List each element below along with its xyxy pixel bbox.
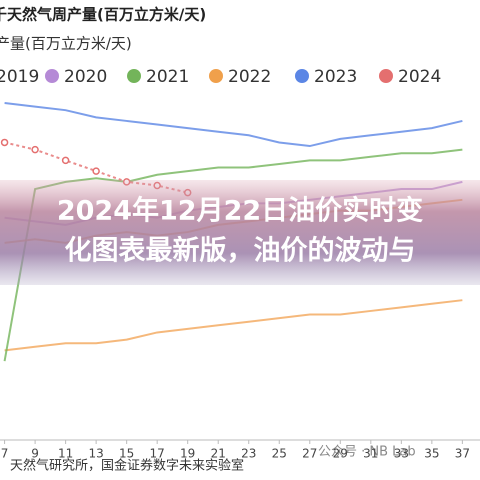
x-tick-label: 31 bbox=[363, 447, 378, 461]
series-line bbox=[4, 102, 463, 148]
legend-label: 2021 bbox=[146, 67, 189, 87]
watermark: 公众号 · NB Lab bbox=[318, 445, 416, 460]
x-tick-label: 23 bbox=[241, 447, 256, 461]
x-tick-label: 11 bbox=[58, 447, 73, 461]
series-point bbox=[61, 156, 70, 165]
source: 天然气研究所，国金证券数字未来实验室 bbox=[10, 458, 244, 474]
x-tick-label: 19 bbox=[180, 447, 195, 461]
series-point bbox=[92, 167, 100, 175]
x-tick-label: 13 bbox=[88, 447, 103, 461]
x-tick-label: 33 bbox=[394, 447, 409, 461]
legend-swatch bbox=[127, 69, 141, 83]
legend-label: 2022 bbox=[228, 67, 271, 87]
chart-subtitle: 周产量(百万立方米/天) bbox=[0, 35, 132, 53]
x-tick-label: 15 bbox=[119, 447, 134, 461]
x-tick-label: 7 bbox=[1, 447, 9, 461]
legend-label: 2020 bbox=[64, 67, 107, 87]
legend-swatch bbox=[379, 69, 393, 83]
x-tick-label: 29 bbox=[333, 447, 348, 461]
legend-swatch bbox=[209, 69, 223, 83]
x-tick-label: 27 bbox=[302, 447, 317, 461]
chart-title: 千天然气周产量(百万立方米/天) bbox=[0, 6, 206, 24]
x-tick-label: 17 bbox=[150, 447, 165, 461]
legend-label: 2024 bbox=[398, 67, 441, 87]
x-tick-label: 25 bbox=[272, 447, 287, 461]
series-line bbox=[4, 299, 463, 352]
headline-line: 化图表最新版，油价的波动与 bbox=[65, 235, 416, 267]
series-point bbox=[0, 138, 9, 147]
legend-swatch bbox=[295, 69, 309, 83]
headline-band bbox=[0, 180, 480, 285]
legend-label: 2023 bbox=[314, 67, 357, 87]
legend-swatch bbox=[45, 69, 59, 83]
x-tick-label: 21 bbox=[211, 447, 226, 461]
x-tick-label: 9 bbox=[31, 447, 39, 461]
headline-line: 2024年12月22日油价实时变 bbox=[57, 195, 423, 227]
legend-label: 2019 bbox=[0, 67, 39, 87]
series-point bbox=[31, 145, 39, 154]
x-tick-label: 37 bbox=[455, 447, 470, 461]
x-tick-label: 35 bbox=[424, 447, 439, 461]
